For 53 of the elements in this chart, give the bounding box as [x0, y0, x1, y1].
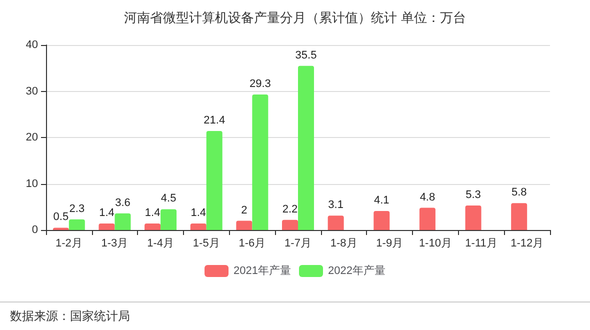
x-tick-label: 1-12月: [510, 238, 544, 250]
data-label: 2: [241, 204, 248, 216]
bar: [160, 209, 177, 230]
data-label: 29.3: [249, 78, 271, 90]
x-tick-label: 1-4月: [147, 238, 174, 250]
bar: [114, 213, 131, 230]
data-label: 1.4: [144, 207, 160, 220]
x-tick-label: 1-7月: [284, 238, 312, 250]
data-label: 2.2: [282, 203, 298, 216]
bar: [511, 203, 528, 230]
data-label: 3.6: [115, 196, 130, 209]
data-label: 5.8: [511, 186, 527, 199]
data-label: 0.5: [53, 211, 69, 224]
x-tick-label: 1-6月: [238, 238, 266, 250]
data-label: 1.4: [190, 207, 206, 220]
bar: [374, 211, 390, 230]
x-tick-label: 1-11月: [465, 238, 498, 250]
data-label: 3.1: [328, 199, 344, 212]
y-tick-label: 40: [26, 39, 38, 51]
data-label: 5.3: [466, 188, 481, 201]
bar: [98, 224, 115, 230]
data-label: 21.4: [204, 114, 226, 127]
source-note: 数据来源：国家统计局: [10, 309, 130, 323]
y-tick-label: 30: [26, 85, 38, 98]
bar: [236, 220, 252, 230]
data-label: 4.8: [420, 191, 436, 204]
x-tick-label: 1-5月: [192, 238, 220, 250]
bar: [68, 219, 85, 230]
data-label: 35.5: [295, 49, 317, 62]
legend-label: 2022年产量: [328, 264, 386, 277]
bar: [419, 208, 436, 230]
x-tick-label: 1-9月: [376, 238, 404, 250]
legend-label: 2021年产量: [234, 264, 292, 277]
data-label: 4.5: [160, 192, 176, 205]
x-tick-label: 1-8月: [330, 238, 358, 250]
x-tick-label: 1-2月: [55, 238, 82, 250]
x-tick-label: 1-3月: [101, 238, 128, 250]
bar: [206, 131, 222, 230]
bar: [298, 66, 314, 230]
bar: [328, 216, 344, 230]
y-tick-label: 20: [26, 132, 38, 144]
y-tick-label: 10: [26, 178, 38, 190]
data-label: 2.3: [69, 202, 85, 215]
bar: [465, 205, 482, 230]
bar: [282, 220, 298, 230]
x-tick-label: 1-10月: [418, 238, 452, 250]
bar: [144, 224, 161, 230]
chart-title: 河南省微型计算机设备产量分月（累计值）统计 单位：万台: [124, 10, 466, 25]
bar: [252, 94, 268, 230]
data-label: 1.4: [99, 207, 114, 220]
y-tick-label: 0: [32, 224, 38, 236]
bar: [190, 224, 206, 230]
data-label: 4.1: [374, 194, 390, 207]
